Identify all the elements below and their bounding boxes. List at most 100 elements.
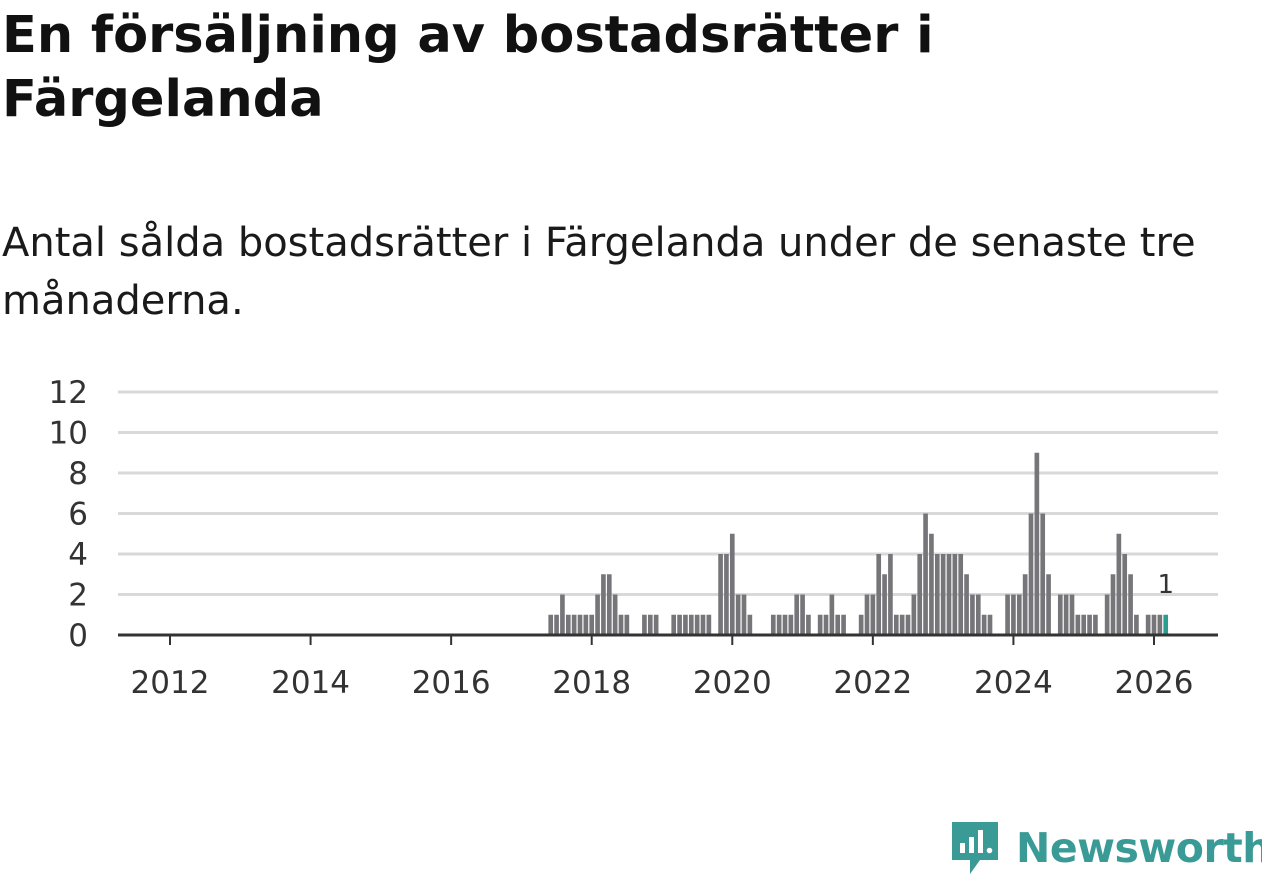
bar bbox=[548, 614, 554, 635]
bar bbox=[1075, 614, 1081, 635]
x-tick-label: 2012 bbox=[131, 665, 210, 701]
brand-name: Newsworthy bbox=[1016, 824, 1262, 872]
x-tick-label: 2024 bbox=[974, 665, 1053, 701]
bar bbox=[735, 594, 741, 635]
bar bbox=[677, 614, 682, 635]
newsworthy-logo-icon bbox=[952, 822, 998, 874]
bar bbox=[817, 614, 823, 635]
bar bbox=[606, 574, 612, 635]
y-tick-label: 10 bbox=[49, 416, 88, 452]
bar bbox=[624, 614, 630, 635]
bar bbox=[981, 614, 987, 635]
bar bbox=[1122, 554, 1128, 635]
bar bbox=[1081, 614, 1087, 635]
bar bbox=[589, 614, 595, 635]
x-tick-label: 2014 bbox=[271, 665, 350, 701]
x-tick-label: 2020 bbox=[693, 665, 772, 701]
bar bbox=[729, 533, 735, 635]
bar-chart: 0 2 4 6 8 10 12 2012 2014 2016 2 0 1 8 2020 2022 2024 20… bbox=[49, 375, 1218, 701]
bar bbox=[794, 594, 800, 635]
bar bbox=[788, 614, 794, 635]
y-tick-label: 2 bbox=[68, 578, 88, 614]
bar bbox=[970, 594, 975, 635]
bar bbox=[1145, 614, 1151, 635]
bar bbox=[583, 614, 589, 635]
bar bbox=[1011, 594, 1016, 635]
bar bbox=[770, 614, 776, 635]
bar bbox=[841, 614, 846, 635]
bar bbox=[671, 614, 677, 635]
y-tick-label: 0 bbox=[68, 618, 88, 654]
bar bbox=[946, 554, 952, 635]
bar bbox=[806, 614, 811, 635]
bar bbox=[923, 513, 928, 635]
bar bbox=[741, 594, 747, 635]
gridlines bbox=[118, 390, 1218, 596]
bar bbox=[870, 594, 876, 635]
bar bbox=[718, 554, 723, 635]
bar bbox=[1028, 513, 1034, 635]
bar bbox=[565, 614, 571, 635]
bar bbox=[782, 614, 788, 635]
bar bbox=[958, 554, 964, 635]
bar bbox=[1116, 533, 1122, 635]
bar bbox=[1104, 594, 1110, 635]
bar bbox=[688, 614, 694, 635]
bar bbox=[1057, 594, 1063, 635]
bar bbox=[1022, 574, 1028, 635]
x-tick-label: 2016 bbox=[412, 665, 491, 701]
bar bbox=[987, 614, 993, 635]
bar bbox=[952, 554, 958, 635]
bar bbox=[724, 554, 729, 635]
bar bbox=[1157, 614, 1163, 635]
bar bbox=[1034, 452, 1040, 635]
bar bbox=[882, 574, 887, 635]
bar bbox=[571, 614, 577, 635]
bar bbox=[1134, 614, 1139, 635]
bar bbox=[642, 614, 647, 635]
bar bbox=[858, 614, 864, 635]
y-axis-ticks: 0 2 4 6 8 10 12 bbox=[49, 375, 88, 654]
bar bbox=[653, 614, 659, 635]
bar bbox=[1046, 574, 1051, 635]
bar bbox=[829, 594, 835, 635]
bar bbox=[560, 594, 565, 635]
bar bbox=[776, 614, 782, 635]
bar bbox=[934, 554, 940, 635]
bar bbox=[1087, 614, 1092, 635]
chart-subtitle: Antal sålda bostadsrätter i Färgelanda u… bbox=[2, 220, 1196, 324]
bar bbox=[800, 594, 805, 635]
x-axis-ticks: 2012 2014 2016 2018 2020 2022 2024 2026 bbox=[131, 635, 1194, 701]
x-tick-label: 2026 bbox=[1115, 665, 1194, 701]
y-tick-label: 4 bbox=[68, 537, 88, 573]
bar bbox=[864, 594, 870, 635]
y-tick-label: 12 bbox=[49, 375, 88, 411]
bar bbox=[899, 614, 905, 635]
bar bbox=[917, 554, 923, 635]
y-tick-label: 6 bbox=[68, 497, 88, 533]
x-tick-label: 2022 bbox=[833, 665, 912, 701]
bars bbox=[548, 452, 1169, 635]
bar bbox=[876, 554, 882, 635]
bar bbox=[1128, 574, 1133, 635]
bar bbox=[964, 574, 969, 635]
bar bbox=[940, 554, 946, 635]
bar bbox=[1040, 513, 1046, 635]
y-tick-label: 8 bbox=[68, 456, 88, 492]
highlight-value-label: 1 bbox=[1157, 570, 1174, 600]
bar bbox=[683, 614, 688, 635]
bar bbox=[1093, 614, 1098, 635]
bar bbox=[888, 554, 893, 635]
bar bbox=[893, 614, 899, 635]
bar bbox=[1110, 574, 1116, 635]
bar bbox=[1063, 594, 1069, 635]
bar bbox=[1016, 594, 1022, 635]
bar bbox=[706, 614, 712, 635]
data-labels: 1 bbox=[1157, 570, 1174, 600]
bar bbox=[694, 614, 700, 635]
bar bbox=[835, 614, 841, 635]
bar bbox=[601, 574, 606, 635]
bar bbox=[1005, 594, 1010, 635]
bar bbox=[975, 594, 981, 635]
bar bbox=[618, 614, 624, 635]
